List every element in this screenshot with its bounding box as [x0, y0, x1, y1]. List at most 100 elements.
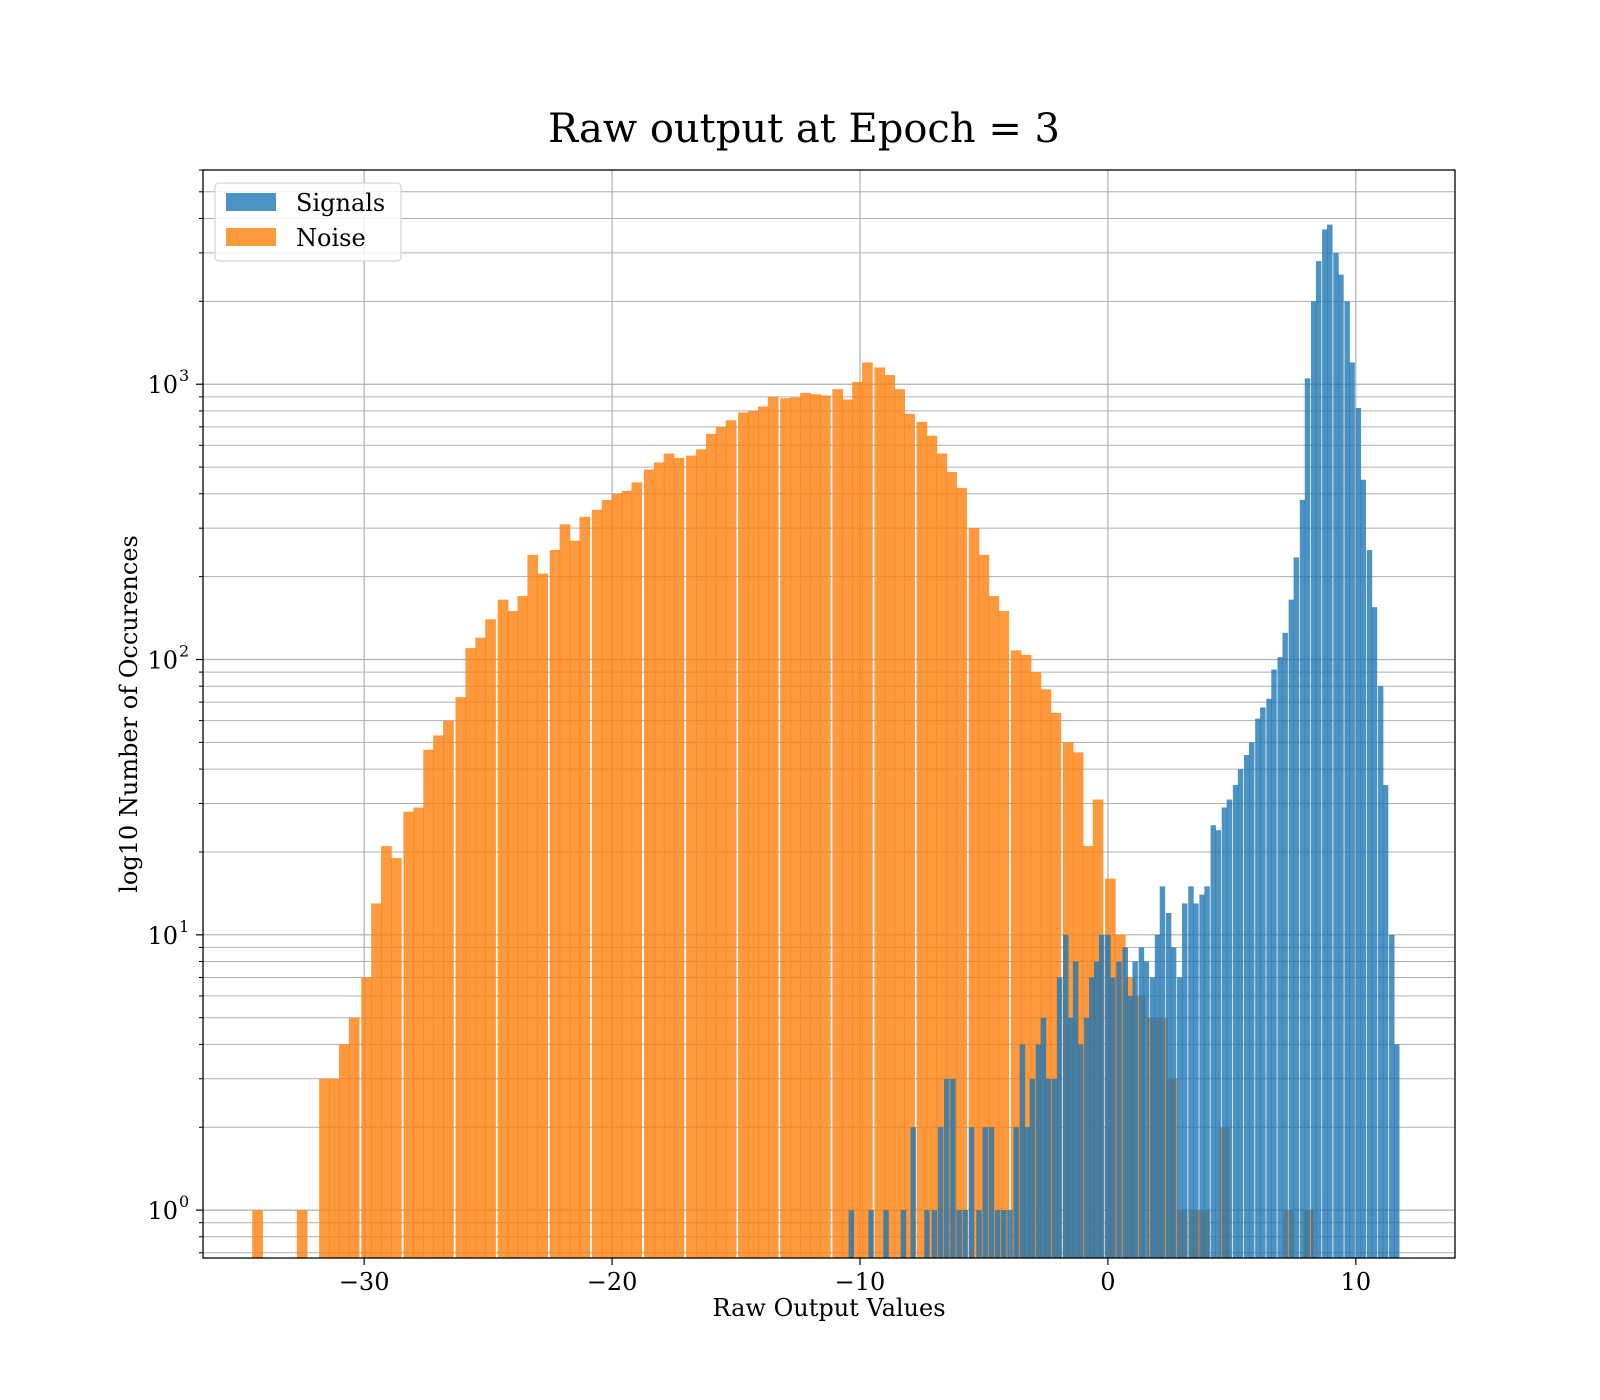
noise-bar [537, 573, 548, 1258]
y-tick-exponent: 0 [179, 1192, 189, 1211]
x-axis-label: Raw Output Values [712, 1294, 945, 1322]
signals-bar [1377, 686, 1384, 1258]
signals-bar [956, 1210, 962, 1258]
signals-bar [1154, 934, 1161, 1258]
signals-bar [1221, 807, 1228, 1258]
noise-bar [1050, 712, 1062, 1258]
y-tick-exponent: 1 [179, 917, 189, 936]
noise-bar [611, 493, 623, 1258]
signals-bar [1127, 995, 1133, 1258]
signals-bar [1067, 1017, 1074, 1258]
signals-bar [1193, 903, 1199, 1258]
noise-bar [643, 469, 655, 1259]
y-tick-label: 10 [147, 371, 178, 399]
noise-bar [653, 462, 665, 1258]
signals-bar [1382, 785, 1389, 1258]
signal-bars [848, 224, 1400, 1259]
signals-bar [910, 1127, 917, 1258]
noise-bar [559, 524, 571, 1258]
noise-bar [916, 421, 928, 1258]
noise-bar [780, 398, 791, 1258]
noise-bar [252, 1210, 263, 1258]
noise-bar [978, 554, 990, 1258]
noise-bar [832, 389, 844, 1258]
signals-bar [1204, 886, 1210, 1258]
signals-bar [1045, 1078, 1052, 1258]
noise-bar [988, 596, 1000, 1258]
signals-bar [883, 1210, 889, 1258]
noise-bar [748, 410, 759, 1258]
noise-bar [936, 453, 948, 1259]
noise-bar [475, 637, 487, 1258]
signals-bar [1293, 557, 1300, 1258]
noise-bar [842, 399, 853, 1258]
noise-bar [946, 471, 958, 1258]
signals-bar [868, 1210, 874, 1258]
noise-bar [862, 362, 873, 1258]
signals-bar [900, 1210, 907, 1258]
y-tick-label: 10 [147, 1197, 178, 1225]
signals-bar [1248, 742, 1255, 1258]
noise-bar [998, 611, 1010, 1258]
signals-bar [1188, 886, 1194, 1258]
noise-bar [663, 453, 675, 1259]
signals-bar [1170, 947, 1177, 1258]
signals-bar [1394, 1044, 1400, 1258]
noise-bar [455, 697, 467, 1258]
signals-bar [1116, 961, 1122, 1258]
noise-bar [338, 1044, 350, 1258]
legend: Signals Noise [214, 182, 402, 262]
signals-bar [1260, 707, 1266, 1258]
noise-bar [852, 381, 863, 1259]
x-tick-label: −30 [339, 1268, 390, 1296]
noise-bar [673, 457, 685, 1258]
signals-bar [1072, 961, 1079, 1258]
noise-bar [725, 420, 737, 1259]
noise-bar [926, 435, 938, 1258]
signals-bar [1288, 599, 1295, 1258]
noise-bar [517, 596, 529, 1258]
noise-bar [621, 490, 633, 1258]
signals-bar [968, 1127, 975, 1258]
noise-bar [738, 412, 749, 1258]
noise-bar [956, 487, 967, 1258]
noise-bar [579, 516, 591, 1258]
noise-bar [465, 648, 477, 1258]
signals-bar [1366, 549, 1373, 1258]
plot-frame [202, 169, 1456, 1259]
noise-bar [1010, 650, 1022, 1258]
noise-bar [894, 389, 905, 1258]
signals-bar [924, 1210, 930, 1258]
noise-bar [296, 1210, 308, 1258]
signals-bar [1315, 261, 1322, 1258]
signals-bar [1389, 934, 1395, 1258]
signals-bar [1299, 499, 1306, 1259]
signals-bar [1035, 1044, 1042, 1258]
signals-bar [1110, 977, 1116, 1258]
legend-label-signals: Signals [296, 189, 385, 217]
signals-bar [1040, 1017, 1047, 1258]
noise-bar [884, 375, 896, 1258]
noise-bar [319, 1078, 330, 1258]
signals-bar [1013, 1127, 1019, 1258]
signals-bar [988, 1127, 995, 1258]
signals-bar [1344, 301, 1350, 1258]
signals-bar [1215, 830, 1221, 1258]
signals-bar [1143, 961, 1150, 1258]
chart-title: Raw output at Epoch = 3 [548, 106, 1060, 152]
signals-bar [1029, 1078, 1036, 1258]
noise-bar [329, 1078, 340, 1258]
signals-bar [1098, 934, 1105, 1258]
signals-bar [962, 1210, 969, 1258]
legend-swatch-signals [226, 193, 276, 211]
noise-bar [1030, 672, 1042, 1258]
signals-bar [1084, 1017, 1090, 1258]
signals-bar [1371, 607, 1378, 1258]
signals-bar [1237, 769, 1244, 1258]
signals-bar [1210, 825, 1217, 1258]
noise-bar [391, 858, 402, 1258]
signals-bar [1056, 977, 1063, 1258]
signals-bar [1051, 1078, 1058, 1258]
